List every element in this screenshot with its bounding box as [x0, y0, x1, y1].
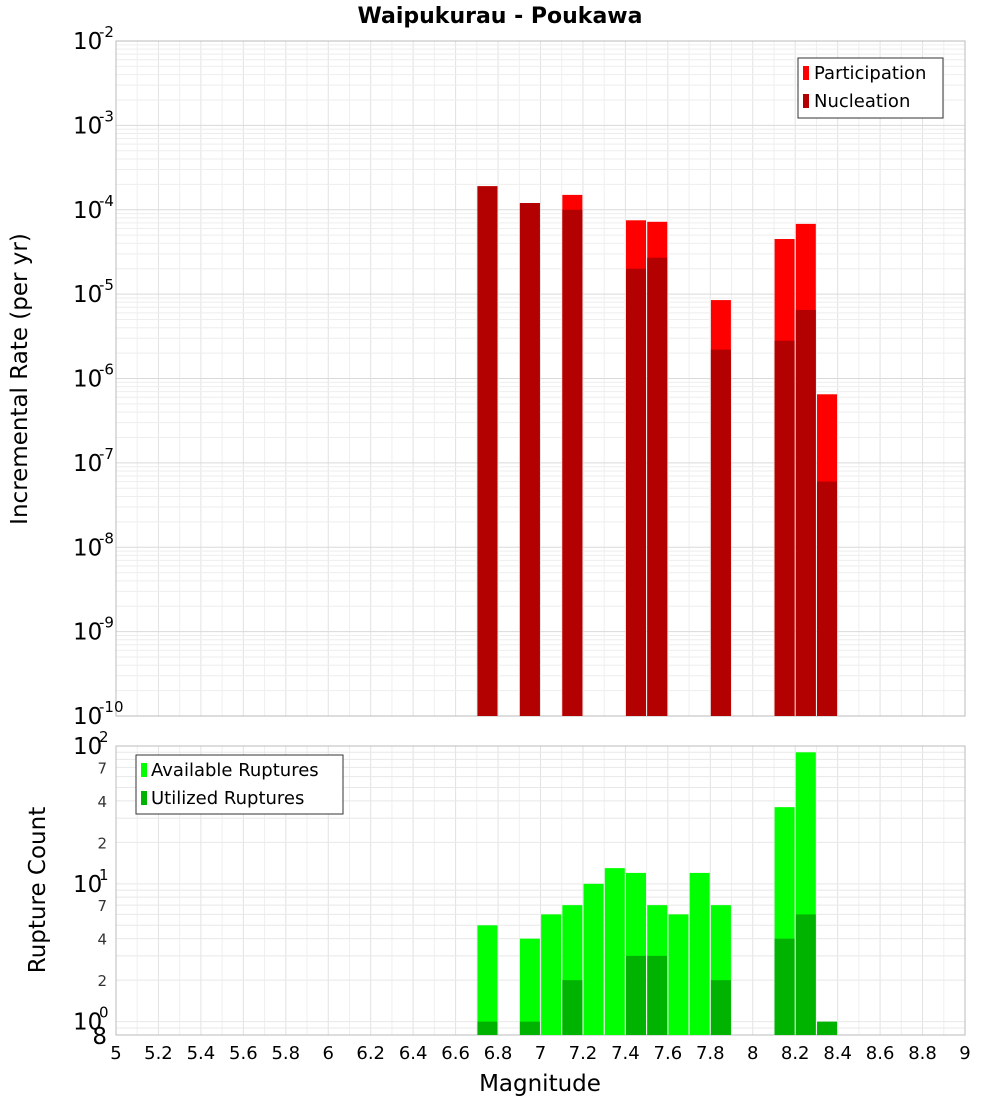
y-tick-exponent: -5	[99, 276, 114, 294]
legend-swatch	[803, 66, 809, 80]
bar-available-ruptures	[519, 938, 540, 1035]
bar-utilized-ruptures	[774, 938, 795, 1035]
y-tick-label: 10	[73, 367, 102, 393]
chart-title: Waipukurau - Poukawa	[358, 4, 643, 29]
legend-label: Participation	[814, 63, 926, 84]
bar-utilized-ruptures	[562, 980, 583, 1035]
legend-swatch	[141, 791, 147, 805]
legend: Available Ruptures Utilized Ruptures	[135, 754, 344, 815]
y-tick-exponent: -10	[99, 698, 124, 716]
y-tick-label: 10	[73, 704, 102, 730]
bar-utilized-ruptures	[626, 955, 647, 1035]
y-tick-exponent: -4	[99, 192, 114, 210]
x-tick-label: 8	[747, 1043, 758, 1064]
bar-available-ruptures	[477, 925, 498, 1035]
y-axis-title: Rupture Count	[25, 807, 51, 973]
y-tick-minor-label: 2	[97, 972, 107, 990]
bar-nucleation	[710, 349, 731, 716]
x-tick-label: 6.6	[441, 1043, 470, 1064]
x-tick-label: 6	[323, 1043, 334, 1064]
x-tick-label: 7.8	[696, 1043, 725, 1064]
y-tick-exponent: -6	[99, 361, 114, 379]
y-tick-minor-label: 4	[97, 931, 107, 949]
x-tick-label: 5.8	[271, 1043, 300, 1064]
bar-nucleation	[477, 186, 498, 716]
bar-utilized-ruptures	[795, 914, 816, 1035]
bar-utilized-ruptures	[710, 980, 731, 1035]
bar-nucleation	[562, 209, 583, 716]
y-tick-label: 10	[73, 535, 102, 561]
y-tick-label: 10	[73, 29, 102, 55]
x-tick-label: 6.4	[399, 1043, 428, 1064]
x-tick-label: 7	[535, 1043, 546, 1064]
x-tick-label: 7.2	[569, 1043, 598, 1064]
y-tick-label: 10	[73, 282, 102, 308]
y-tick-label: 10	[73, 620, 102, 646]
y-tick-minor-label: 7	[97, 759, 107, 777]
legend: Participation Nucleation	[797, 57, 944, 119]
bar-nucleation	[626, 268, 647, 716]
bar-available-ruptures	[689, 872, 710, 1035]
rate-plot: 10-1010-910-810-710-610-510-410-310-2Inc…	[7, 23, 966, 730]
y-tick-label: 10	[73, 198, 102, 224]
y-tick-minor-label: 7	[97, 897, 107, 915]
y-tick-label: 10	[73, 113, 102, 139]
y-tick-exponent: 0	[99, 1004, 109, 1022]
bar-available-ruptures	[541, 914, 562, 1035]
x-tick-label: 8.6	[866, 1043, 895, 1064]
legend-label: Available Ruptures	[151, 760, 319, 781]
y-tick-label: 10	[73, 451, 102, 477]
legend-swatch	[141, 763, 147, 777]
x-axis-title: Magnitude	[479, 1071, 601, 1097]
bar-available-ruptures	[668, 914, 689, 1035]
bar-utilized-ruptures	[519, 1021, 540, 1035]
legend-box	[135, 754, 344, 815]
y-tick-exponent: -7	[99, 445, 114, 463]
y-tick-exponent: 2	[99, 728, 109, 746]
bar-nucleation	[519, 203, 540, 716]
y-tick-label: 10	[73, 734, 102, 760]
bar-available-ruptures	[583, 883, 604, 1035]
x-tick-label: 7.6	[654, 1043, 683, 1064]
bar-utilized-ruptures	[817, 1021, 838, 1035]
y-tick-exponent: -9	[99, 614, 114, 632]
y-tick-exponent: -8	[99, 529, 114, 547]
y-tick-label: 10	[73, 1010, 102, 1036]
x-tick-label: 8.2	[781, 1043, 810, 1064]
bar-nucleation	[774, 340, 795, 716]
y-tick-exponent: 1	[99, 866, 109, 884]
y-tick-exponent: -3	[99, 107, 114, 125]
y-tick-exponent: -2	[99, 23, 114, 41]
x-tick-label: 7.4	[611, 1043, 640, 1064]
bar-utilized-ruptures	[477, 1021, 498, 1035]
plot-frame	[115, 40, 966, 717]
bar-nucleation	[817, 481, 838, 716]
y-tick-minor-label: 2	[97, 834, 107, 852]
x-tick-label: 9	[959, 1043, 970, 1064]
x-tick-label: 5	[110, 1043, 121, 1064]
plot-frame	[115, 745, 966, 1036]
legend-label: Utilized Ruptures	[151, 788, 304, 809]
legend-label: Nucleation	[814, 91, 910, 112]
x-tick-label: 6.8	[484, 1043, 513, 1064]
y-tick-minor-label: 8	[92, 1024, 107, 1050]
y-tick-minor-label: 4	[97, 793, 107, 811]
x-tick-label: 6.2	[356, 1043, 385, 1064]
x-tick-label: 5.2	[144, 1043, 173, 1064]
legend-box	[797, 57, 944, 119]
y-axis-title: Incremental Rate (per yr)	[7, 233, 33, 525]
bar-available-ruptures	[604, 868, 625, 1035]
bar-utilized-ruptures	[647, 955, 668, 1035]
y-tick-label: 10	[73, 872, 102, 898]
x-tick-label: 8.8	[908, 1043, 937, 1064]
bar-nucleation	[647, 257, 668, 716]
legend-swatch	[803, 94, 809, 108]
x-tick-label: 5.4	[187, 1043, 216, 1064]
x-tick-label: 8.4	[823, 1043, 852, 1064]
bar-nucleation	[795, 309, 816, 716]
x-tick-label: 5.6	[229, 1043, 258, 1064]
